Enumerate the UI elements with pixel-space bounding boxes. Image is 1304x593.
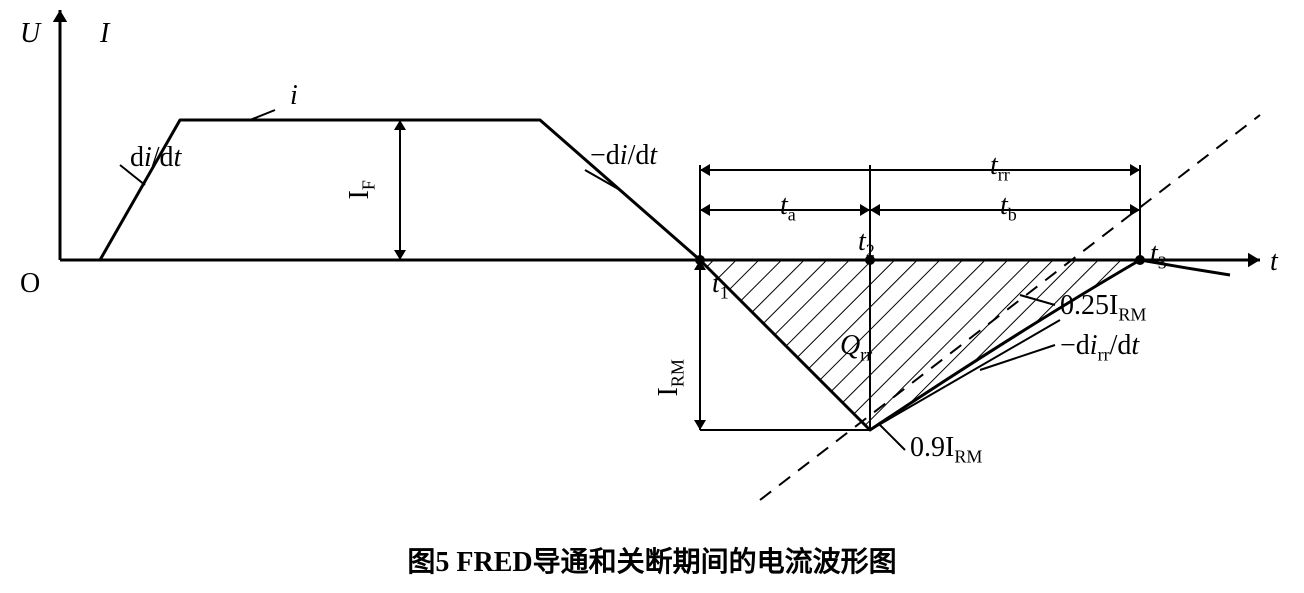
label-Qrr: Qrr bbox=[840, 330, 872, 366]
label-IF: IF bbox=[344, 180, 380, 199]
label-I: I bbox=[100, 18, 109, 50]
label-t: t bbox=[1270, 246, 1278, 278]
figure-container: { "figure": { "caption": "图5 FRED导通和关断期间… bbox=[0, 0, 1304, 593]
label-O: O bbox=[20, 268, 40, 300]
label-09IRM: 0.9IRM bbox=[910, 432, 982, 468]
label-tb: tb bbox=[1000, 190, 1017, 226]
label-trr: trr bbox=[990, 150, 1010, 186]
label-t3: t3 bbox=[1150, 238, 1167, 274]
label-ta: ta bbox=[780, 190, 796, 226]
label-025IRM: 0.25IRM bbox=[1060, 290, 1146, 326]
label-IRM: IRM bbox=[653, 359, 689, 396]
figure-caption: 图5 FRED导通和关断期间的电流波形图 bbox=[0, 540, 1304, 580]
label-U: U bbox=[20, 18, 40, 50]
label-i: i bbox=[290, 80, 298, 112]
label-didt: di/dt bbox=[130, 142, 181, 174]
label-t2: t2 bbox=[858, 226, 875, 262]
label-negdirr: −dirr/dt bbox=[1060, 330, 1139, 366]
label-t1: t1 bbox=[712, 268, 729, 304]
label-negdidt: −di/dt bbox=[590, 140, 657, 172]
